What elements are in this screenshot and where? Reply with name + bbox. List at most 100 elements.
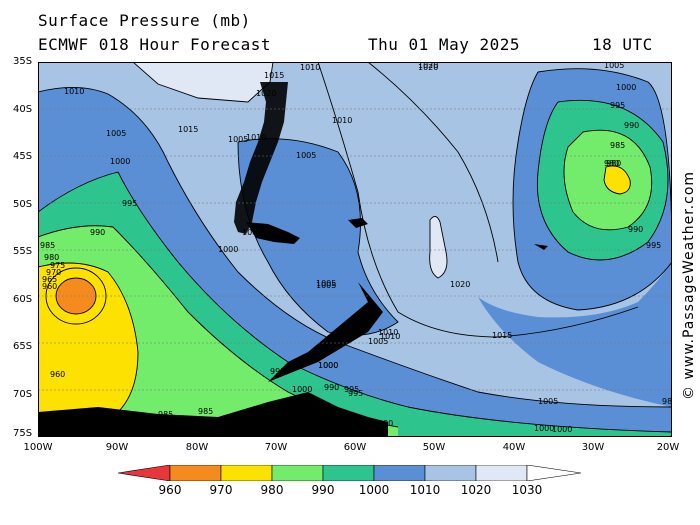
isobar-label: 990 xyxy=(324,383,339,392)
high-pressure-zone-north xyxy=(133,62,273,102)
isobar-label: 990 xyxy=(378,419,393,428)
lat-label: 55S xyxy=(13,246,33,257)
isobar-label: 990 xyxy=(184,426,199,435)
isobar-label: 1010 xyxy=(246,133,266,142)
model-label: ECMWF 018 Hour Forecast xyxy=(38,35,272,54)
antarctica-coast xyxy=(38,392,388,437)
isobar-label: 960 xyxy=(50,370,65,379)
isobar-line xyxy=(512,68,672,311)
isobar-label: 985 xyxy=(610,141,625,150)
isobar-label: 995 xyxy=(270,367,285,376)
isobar-label: 1000 xyxy=(616,83,636,92)
isobar-label: 1000 xyxy=(110,157,130,166)
lat-label: 50S xyxy=(13,199,33,210)
isobar-label: 75 xyxy=(40,417,50,426)
isobar-label: 970 xyxy=(46,268,61,277)
isobar-label: 1010 xyxy=(300,63,320,72)
isobar-label: 990 xyxy=(90,228,105,237)
isobar-label: 1000 xyxy=(318,361,338,370)
isobar-label: 1010 xyxy=(64,87,84,96)
scale-swatch-960 xyxy=(118,465,171,481)
isobar-label: 990 xyxy=(258,426,273,435)
scale-label: 1020 xyxy=(460,483,492,497)
isobar-label: 985 xyxy=(662,397,672,406)
isobar-line xyxy=(536,99,669,261)
isobar-line xyxy=(603,165,631,195)
lat-label: 45S xyxy=(13,151,33,162)
pressure-zone-970-980-east xyxy=(604,165,631,194)
isobar-label: 1005 xyxy=(228,135,248,144)
isobar-label: 985 xyxy=(40,241,55,250)
scale-swatch-1030 xyxy=(475,465,528,481)
isobar-label: 960 xyxy=(42,282,57,291)
scale-swatch-970 xyxy=(169,465,222,481)
isobar-label: 1005 xyxy=(316,279,336,288)
isobar-label: 995 xyxy=(344,385,359,394)
isobar-label: 1000 xyxy=(534,424,554,433)
isobar-label: 1005 xyxy=(368,337,388,346)
pressure-map: 1015 1010 1020 1005 1020 1010 1015 1010 … xyxy=(38,62,672,437)
lon-label: 80W xyxy=(185,442,209,453)
isobar-label: 990 xyxy=(628,225,643,234)
isobar-line xyxy=(38,171,672,433)
scale-swatch-max xyxy=(526,465,582,481)
lon-label: 30W xyxy=(581,442,605,453)
isobar-label: 1020 xyxy=(256,89,276,98)
chart-title: Surface Pressure (mb) xyxy=(38,11,251,30)
isobar-label: 1010 xyxy=(380,332,400,341)
isobar-label: 1015 xyxy=(178,125,198,134)
scale-label: 1010 xyxy=(409,483,441,497)
isobar-line xyxy=(38,87,672,408)
isobar-line xyxy=(429,216,448,279)
falkland-islands xyxy=(348,218,368,228)
scale-label: 990 xyxy=(311,483,335,497)
pressure-zone-1000-1010-patagonia xyxy=(238,138,398,336)
scale-label: 960 xyxy=(158,483,182,497)
isobar-line xyxy=(317,62,639,338)
antarctic-peninsula xyxy=(268,282,383,382)
lat-label: 75S xyxy=(13,428,33,439)
lon-label: 20W xyxy=(656,442,680,453)
isobar-label: 985 xyxy=(158,410,173,419)
watermark: © www.PassageWeather.com xyxy=(681,170,697,400)
isobar-label: 1000 xyxy=(552,425,572,434)
isobar-label: 1005 xyxy=(604,62,624,70)
lat-label: 40S xyxy=(13,104,33,115)
lon-label: 70W xyxy=(264,442,288,453)
isobar-label: 1005 xyxy=(538,397,558,406)
isobar-label: 1005 xyxy=(316,281,336,290)
isobar-label: 995 xyxy=(610,101,625,110)
isobar-label: 1020 xyxy=(418,63,438,72)
scale-swatch-980 xyxy=(220,465,273,481)
high-pressure-zone-center xyxy=(429,216,447,278)
isobar-label: 1020 xyxy=(450,280,470,289)
lat-label: 35S xyxy=(13,56,33,67)
isobar-label: 985 xyxy=(198,407,213,416)
isobar-line xyxy=(367,62,499,263)
tierra-del-fuego xyxy=(246,222,300,244)
isobar-label: 995 xyxy=(122,199,137,208)
isobar-line xyxy=(563,129,653,231)
isobar-label: 980 xyxy=(604,159,619,168)
lon-label: 60W xyxy=(343,442,367,453)
isobar-label: 990 xyxy=(624,121,639,130)
isobar-label: 995 xyxy=(646,241,661,250)
isobar-label: 1000 xyxy=(318,361,338,370)
isobar-label: 1005 xyxy=(242,228,262,237)
lon-label: 90W xyxy=(105,442,129,453)
lon-label: 50W xyxy=(422,442,446,453)
isobar-label: 1000 xyxy=(218,245,238,254)
lat-label: 70S xyxy=(13,389,33,400)
isobar-label: 1005 xyxy=(106,129,126,138)
scale-swatch-1000 xyxy=(322,465,375,481)
south-america-coast xyxy=(234,82,288,234)
forecast-date: Thu 01 May 2025 xyxy=(368,35,520,54)
isobar-label: 1015 xyxy=(492,331,512,340)
pressure-color-scale xyxy=(118,465,582,481)
scale-swatch-1010 xyxy=(373,465,426,481)
isobar-label: 1005 xyxy=(296,151,316,160)
isobar-label: 965 xyxy=(42,275,57,284)
lon-label: 40W xyxy=(502,442,526,453)
lat-label: 65S xyxy=(13,341,33,352)
isobar-label: 1020 xyxy=(418,62,438,70)
